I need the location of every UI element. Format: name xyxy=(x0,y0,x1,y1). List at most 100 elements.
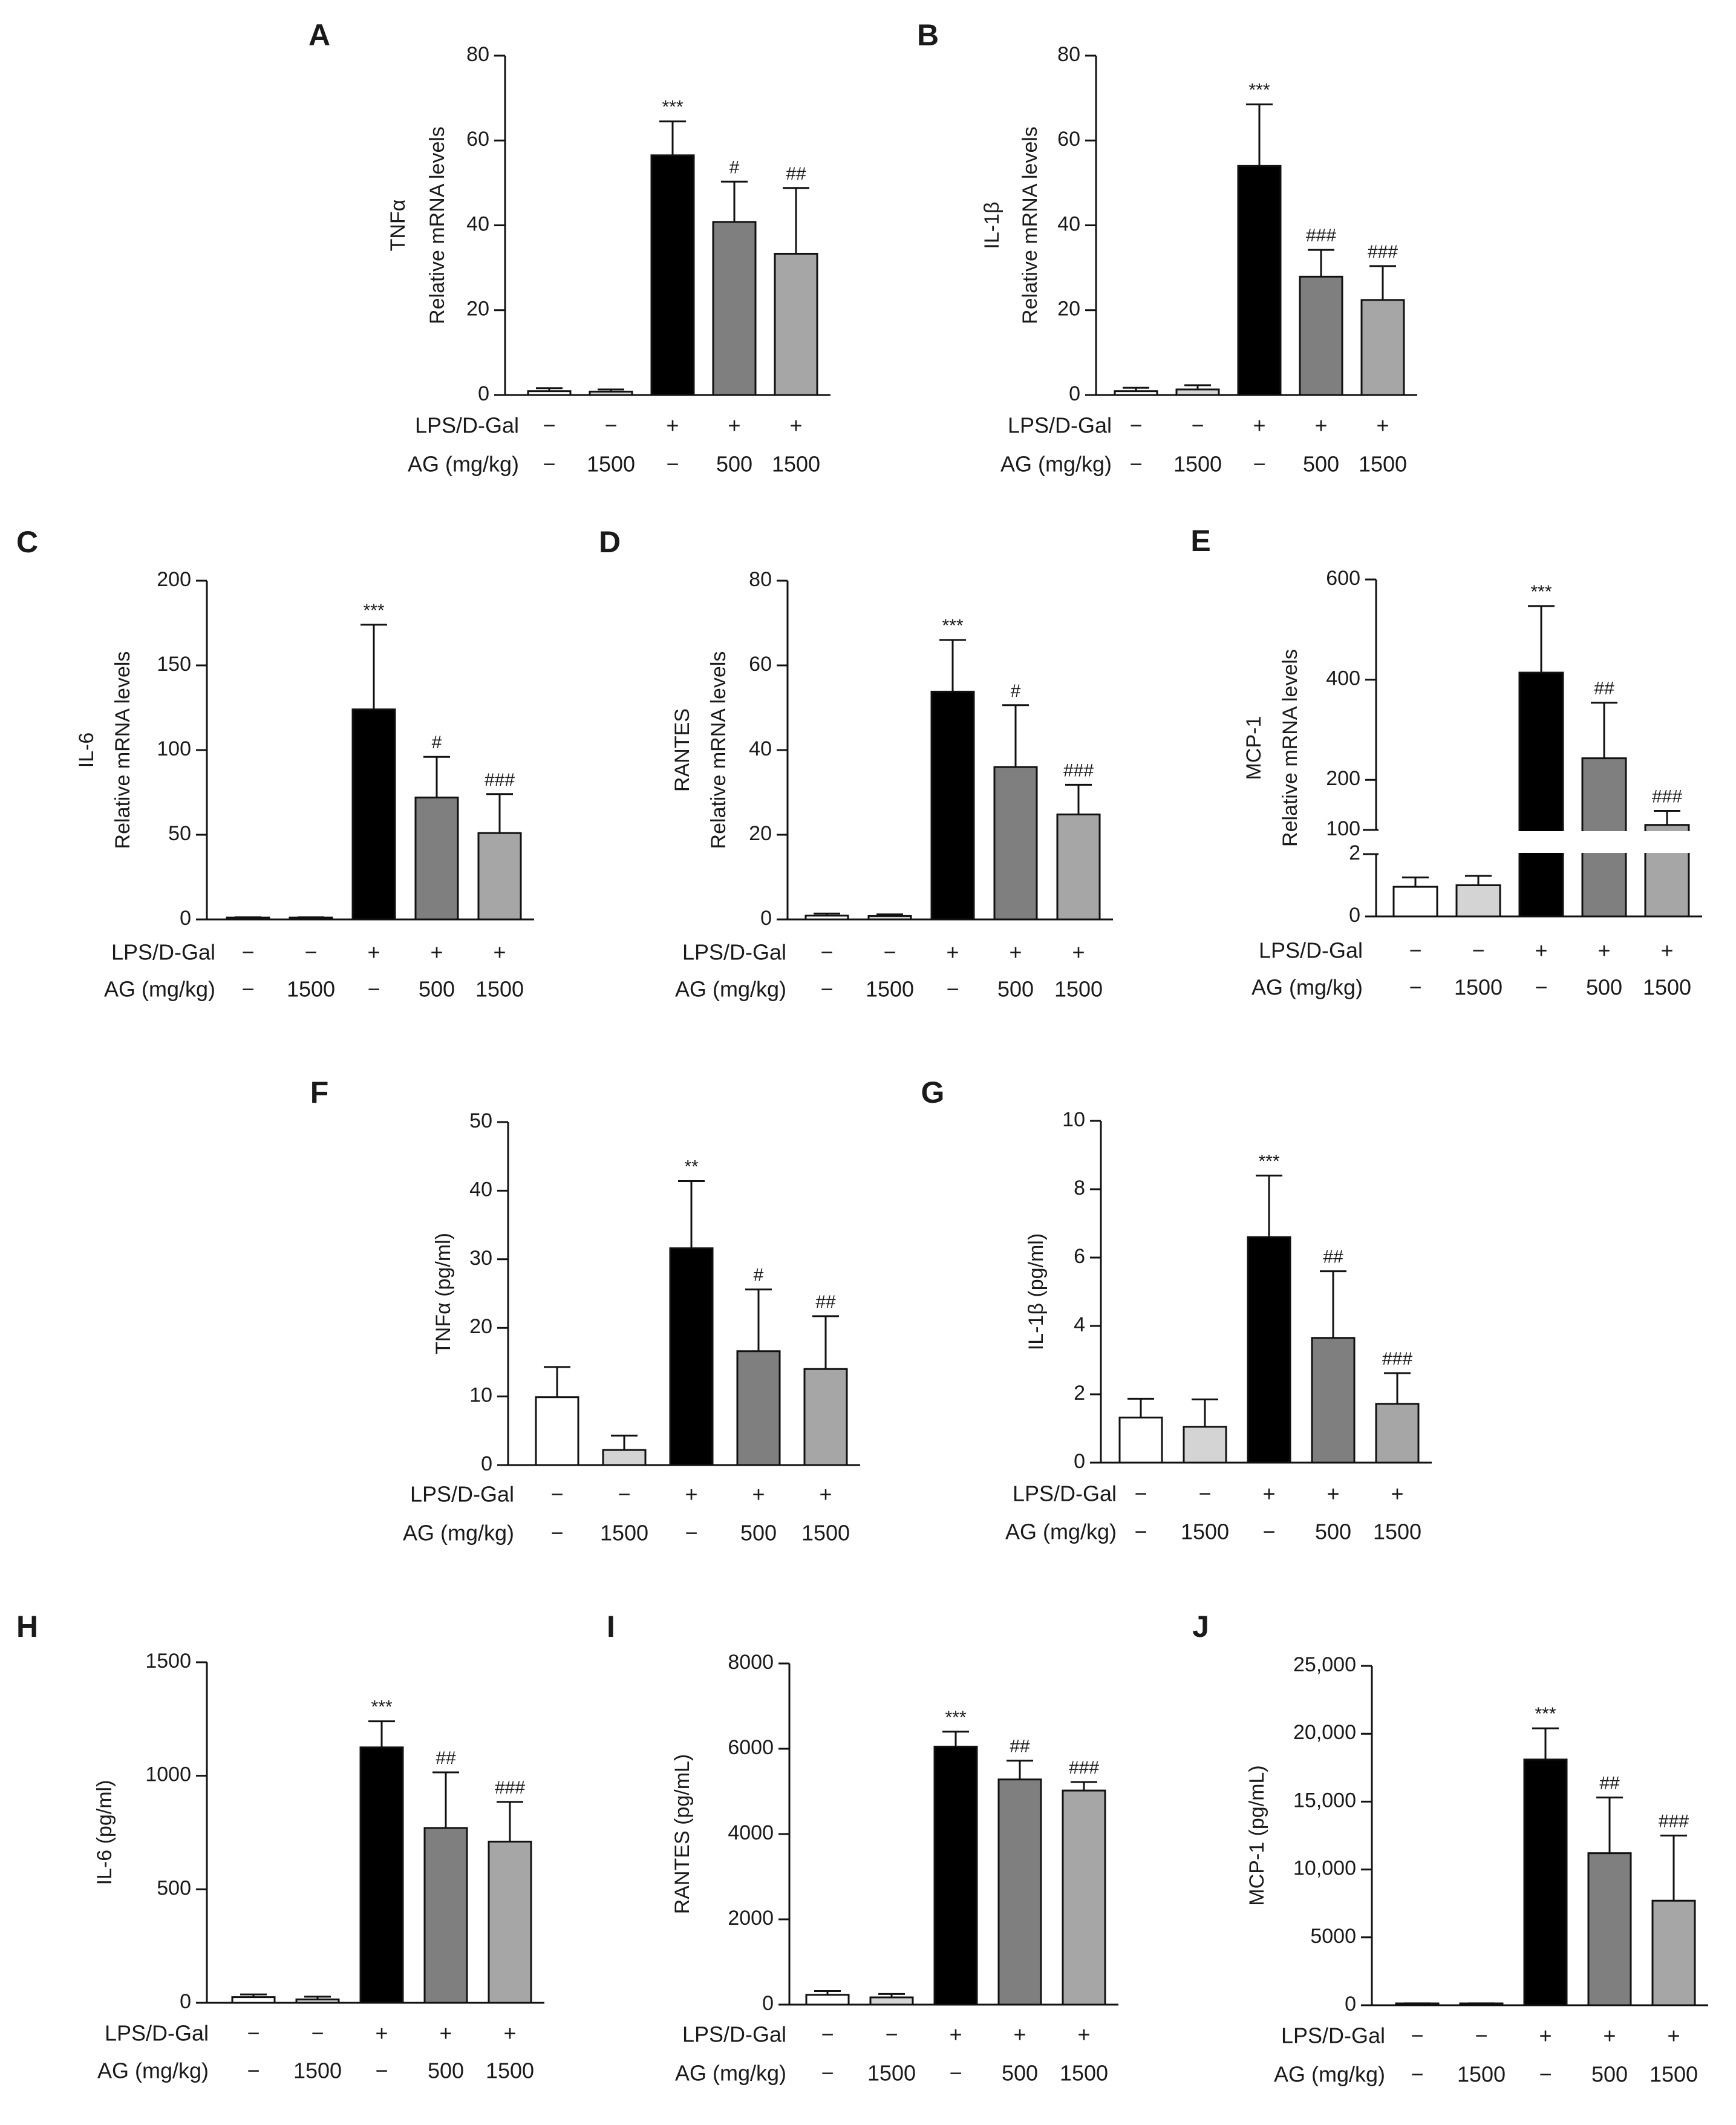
lps-marker-h: − xyxy=(247,2021,259,2046)
row-label-ag-a: AG (mg/kg) xyxy=(408,452,519,477)
significance-c-4: # xyxy=(432,733,442,752)
y-axis-label-b: IL-1β xyxy=(981,201,1003,249)
ag-dose-a: 1500 xyxy=(587,452,635,477)
significance-i-3: *** xyxy=(945,1708,966,1728)
y-tick-label-f: 40 xyxy=(469,1178,492,1201)
ag-dose-c: 500 xyxy=(419,977,455,1002)
ag-dose-a: − xyxy=(543,452,555,477)
y-tick-label-f: 50 xyxy=(469,1109,492,1132)
lps-marker-g: + xyxy=(1326,1481,1339,1506)
lps-marker-j: − xyxy=(1475,2023,1487,2048)
y-tick-label-j: 0 xyxy=(1345,1993,1356,2016)
ag-dose-j: 1500 xyxy=(1457,2062,1506,2087)
significance-a-5: ## xyxy=(786,164,806,184)
bar-i-5 xyxy=(1062,1789,1106,2006)
significance-e-3: *** xyxy=(1530,582,1552,602)
y-axis-label-a: Relative mRNA levels xyxy=(426,126,449,324)
ag-dose-b: − xyxy=(1129,452,1142,477)
significance-b-4: ### xyxy=(1306,226,1336,246)
ag-dose-g: − xyxy=(1134,1519,1147,1544)
lps-marker-i: − xyxy=(885,2022,898,2047)
row-label-lps-g: LPS/D-Gal xyxy=(1013,1481,1117,1506)
ag-dose-a: 1500 xyxy=(772,452,820,477)
y-tick-label-b: 40 xyxy=(1057,212,1080,235)
y-tick-label-e: 2 xyxy=(1349,841,1360,864)
panel-letter-c: C xyxy=(16,525,38,559)
lps-marker-j: + xyxy=(1539,2023,1552,2048)
lps-marker-d: + xyxy=(1009,940,1022,965)
ag-dose-i: − xyxy=(821,2061,834,2086)
y-axis-label-c: Relative mRNA levels xyxy=(111,651,134,849)
bar-c-3 xyxy=(351,708,396,921)
bar-f-5 xyxy=(803,1368,848,1466)
bar-a-3 xyxy=(650,154,695,396)
y-tick-label-h: 500 xyxy=(157,1876,191,1899)
y-tick-label-f: 30 xyxy=(469,1247,492,1270)
ag-dose-h: − xyxy=(247,2058,259,2083)
y-tick-label-g: 6 xyxy=(1074,1245,1085,1268)
lps-marker-f: − xyxy=(618,1482,630,1507)
lps-marker-c: − xyxy=(304,940,317,965)
lps-marker-f: + xyxy=(819,1482,832,1507)
y-tick-label-j: 20,000 xyxy=(1293,1721,1356,1744)
y-tick-label-f: 10 xyxy=(469,1384,492,1407)
bar-c-5 xyxy=(477,832,522,921)
y-tick-label-g: 4 xyxy=(1074,1313,1085,1336)
y-axis-label-i: RANTES (pg/mL) xyxy=(671,1754,694,1914)
bar-d-2 xyxy=(867,915,912,921)
bar-a-4 xyxy=(712,221,757,396)
y-tick-label-f: 0 xyxy=(481,1452,492,1475)
y-axis-label-e: MCP-1 xyxy=(1242,716,1265,780)
lps-marker-a: − xyxy=(543,413,555,438)
lps-marker-b: − xyxy=(1191,413,1204,438)
lps-marker-a: + xyxy=(728,413,740,438)
significance-f-5: ## xyxy=(815,1292,836,1312)
lps-marker-a: + xyxy=(789,413,802,438)
row-label-lps-b: LPS/D-Gal xyxy=(1008,413,1112,438)
panel-letter-i: I xyxy=(607,1610,615,1644)
panel-letter-j: J xyxy=(1192,1610,1209,1644)
y-axis-label-d: RANTES xyxy=(671,708,694,792)
y-tick-label-g: 2 xyxy=(1074,1382,1085,1405)
bar-g-3 xyxy=(1247,1236,1291,1464)
panel-d: D 0 20 40 60 80 RANTES Relative mRNA levels − − − 1… xyxy=(599,525,1113,1002)
y-tick-label-a: 80 xyxy=(466,43,489,66)
y-tick-label-c: 50 xyxy=(168,822,191,845)
lps-marker-d: − xyxy=(883,940,896,965)
lps-marker-e: − xyxy=(1409,938,1421,963)
bar-b-3 xyxy=(1237,165,1282,396)
ag-dose-i: 500 xyxy=(1002,2061,1038,2086)
significance-d-4: # xyxy=(1011,681,1021,701)
lps-marker-h: + xyxy=(503,2021,516,2046)
panel-j: J 0 5000 10,000 15,000 20,000 25,000 MCP-1 (pg/… xyxy=(1192,1610,1708,2087)
bar-d-1 xyxy=(804,915,849,921)
ag-dose-d: 1500 xyxy=(866,977,914,1002)
bar-d-3 xyxy=(930,690,975,921)
y-tick-label-e: 100 xyxy=(1326,817,1360,840)
row-label-lps-f: LPS/D-Gal xyxy=(410,1482,514,1507)
y-tick-label-j: 5000 xyxy=(1310,1925,1356,1948)
significance-i-4: ## xyxy=(1010,1737,1030,1757)
ag-dose-b: 500 xyxy=(1303,452,1339,477)
ag-dose-i: 1500 xyxy=(1060,2061,1108,2086)
panel-a: A 0 20 40 60 80 TNFα Relative mRNA levels − − − 150… xyxy=(308,18,830,477)
ag-dose-f: 1500 xyxy=(600,1521,648,1546)
lps-marker-j: + xyxy=(1667,2023,1680,2048)
y-tick-label-g: 0 xyxy=(1074,1450,1085,1473)
row-label-lps-j: LPS/D-Gal xyxy=(1281,2023,1385,2048)
y-axis-label-f: TNFα (pg/ml) xyxy=(432,1233,455,1354)
bar-a-5 xyxy=(774,252,818,396)
ag-dose-d: − xyxy=(946,977,959,1002)
bar-h-2 xyxy=(295,1998,340,2004)
lps-marker-c: + xyxy=(430,940,443,965)
row-label-lps-d: LPS/D-Gal xyxy=(682,940,786,965)
lps-marker-e: + xyxy=(1597,938,1610,963)
lps-marker-e: − xyxy=(1472,938,1484,963)
bar-c-4 xyxy=(414,796,459,921)
panel-letter-a: A xyxy=(308,18,330,52)
lps-marker-g: + xyxy=(1391,1481,1403,1506)
ag-dose-e: − xyxy=(1535,975,1547,1000)
bar-b-5 xyxy=(1360,299,1405,396)
panel-i: I 0 2000 4000 6000 8000 RANTES (pg/mL) − − − 1500 *… xyxy=(607,1610,1118,2086)
bar-j-3 xyxy=(1523,1758,1568,2006)
